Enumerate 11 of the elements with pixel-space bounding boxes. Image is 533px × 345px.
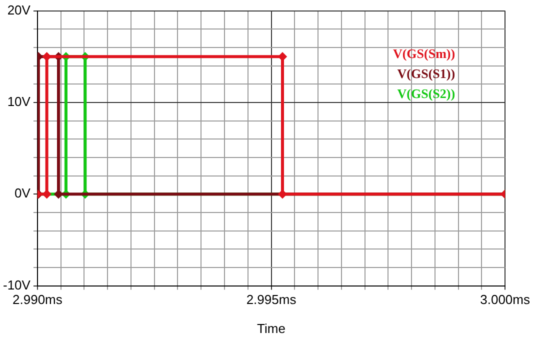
text: V(GS(S1)) bbox=[397, 66, 456, 82]
x-tick-label: 2.990ms bbox=[12, 292, 63, 308]
y-tick-label: 0V bbox=[14, 186, 31, 201]
y-tick-label: -10V bbox=[2, 277, 31, 292]
text: V(GS(Sm)) bbox=[392, 46, 456, 62]
y-tick-label: 20V bbox=[7, 2, 31, 18]
x-tick-label: 3.000ms bbox=[480, 292, 530, 308]
x-axis-title: Time bbox=[257, 320, 286, 336]
y-tick-label: 10V bbox=[7, 94, 31, 110]
text: V(GS(S2)) bbox=[397, 86, 456, 102]
x-tick-label: 2.995ms bbox=[246, 292, 297, 308]
